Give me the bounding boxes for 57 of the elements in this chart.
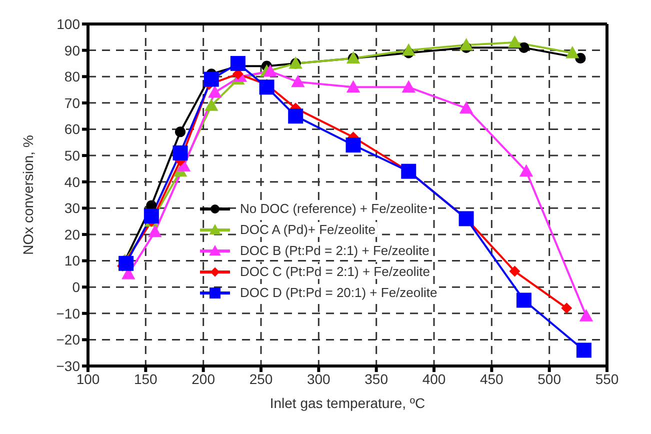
point [230, 56, 246, 71]
legend-label: DOC D (Pt:Pd = 20:1) + Fe/zeolite [238, 285, 440, 300]
point [402, 44, 416, 56]
y-tick-label: 60 [64, 121, 80, 138]
point [291, 75, 304, 88]
point [148, 225, 162, 238]
y-tick-label: 0 [72, 279, 80, 296]
point [144, 208, 159, 224]
y-tick-label: 90 [64, 42, 80, 58]
point [204, 72, 219, 87]
y-tick-label: 30 [64, 200, 80, 216]
point [580, 310, 593, 322]
point [346, 80, 360, 92]
x-tick-label: 250 [249, 370, 273, 387]
y-tick-label: 50 [64, 148, 80, 164]
x-tick-label: 550 [595, 370, 619, 387]
y-tick-label: 70 [64, 94, 80, 111]
y-tick-label: −20 [56, 332, 80, 348]
point [264, 64, 277, 77]
x-tick-label: 200 [192, 370, 216, 387]
point [460, 102, 473, 114]
legend-label: No DOC (reference) + Fe/zeolite [238, 201, 430, 216]
point [346, 138, 361, 153]
x-tick-label: 450 [480, 370, 504, 387]
y-tick-label: 100 [56, 16, 80, 32]
y-axis-title: NOx conversion, % [20, 135, 36, 255]
point [174, 126, 186, 138]
y-tick-label: −10 [56, 305, 80, 322]
y-tick-label: 20 [64, 226, 80, 242]
point [259, 80, 274, 95]
point [516, 292, 532, 308]
x-tick-label: 150 [134, 370, 158, 387]
point [576, 342, 592, 358]
x-axis-title: Inlet gas temperature, ºC [270, 395, 426, 411]
x-tick-label: 500 [538, 370, 562, 387]
x-tick-label: 400 [422, 370, 446, 387]
point [208, 86, 222, 98]
y-tick-label: 10 [64, 252, 80, 269]
point [460, 38, 473, 50]
y-tick-label: 40 [64, 174, 80, 190]
point [172, 145, 188, 160]
x-tick-label: 350 [364, 370, 388, 387]
x-tick-label: 300 [306, 370, 331, 387]
point [118, 256, 134, 271]
point [508, 36, 522, 48]
point [518, 42, 530, 53]
point [204, 99, 218, 111]
legend-label: DOC B (Pt:Pd = 2:1) + Fe/zeolite [238, 243, 432, 258]
point [288, 108, 304, 124]
point [509, 266, 520, 277]
point [520, 164, 533, 177]
legend-label: DOC C (Pt:Pd = 2:1) + Fe/zeolite [238, 264, 432, 279]
legend-label: DOC A (Pd)+ Fe/zeolite [238, 222, 378, 237]
y-tick-label: 80 [64, 68, 80, 85]
point [402, 80, 416, 92]
point [561, 302, 572, 314]
point [566, 46, 579, 58]
